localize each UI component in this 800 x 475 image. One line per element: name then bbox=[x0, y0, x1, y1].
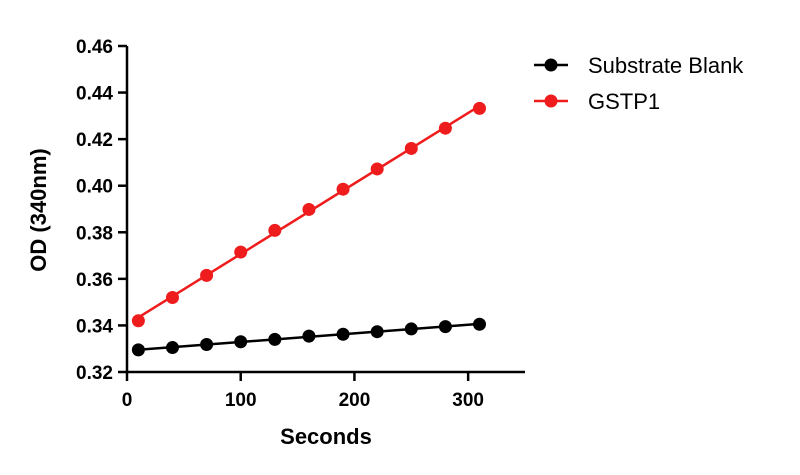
series-layer bbox=[131, 101, 487, 357]
data-point bbox=[370, 162, 384, 176]
y-axis-title: OD (340nm) bbox=[26, 148, 51, 271]
series-1 bbox=[131, 101, 487, 328]
data-point bbox=[404, 322, 418, 336]
legend-label: Substrate Blank bbox=[588, 53, 744, 78]
data-point bbox=[200, 338, 214, 352]
x-tick-label: 200 bbox=[339, 390, 371, 411]
data-point bbox=[165, 290, 179, 304]
data-point bbox=[473, 101, 487, 115]
legend-item-1: GSTP1 bbox=[534, 89, 660, 114]
legend-marker bbox=[544, 58, 558, 72]
data-point bbox=[131, 343, 145, 357]
y-tick-label: 0.36 bbox=[76, 270, 113, 291]
y-tick-label: 0.34 bbox=[76, 316, 113, 337]
data-point bbox=[404, 141, 418, 155]
data-point bbox=[302, 202, 316, 216]
y-tick-label: 0.42 bbox=[76, 130, 113, 151]
data-point bbox=[336, 327, 350, 341]
data-point bbox=[234, 335, 248, 349]
legend-item-0: Substrate Blank bbox=[534, 53, 744, 78]
data-point bbox=[165, 341, 179, 355]
data-point bbox=[473, 317, 487, 331]
legend: Substrate Blank GSTP1 bbox=[534, 53, 744, 114]
axes: 0.32 0.34 0.36 0.38 0.40 0.42 0.44 0.46 0 100 200 3… bbox=[76, 37, 525, 411]
y-tick-label: 0.44 bbox=[76, 84, 113, 105]
x-tick-label: 100 bbox=[225, 390, 257, 411]
x-tick-label: 300 bbox=[452, 390, 484, 411]
data-point bbox=[370, 325, 384, 339]
series-0 bbox=[131, 317, 487, 357]
data-point bbox=[268, 332, 282, 346]
data-point bbox=[438, 121, 452, 135]
data-point bbox=[131, 314, 145, 328]
legend-marker bbox=[544, 94, 558, 108]
legend-label: GSTP1 bbox=[588, 89, 660, 114]
y-tick-label: 0.32 bbox=[76, 363, 113, 384]
data-point bbox=[302, 329, 316, 343]
data-point bbox=[438, 320, 452, 334]
data-point bbox=[200, 268, 214, 282]
data-point bbox=[234, 245, 248, 259]
y-tick-label: 0.46 bbox=[76, 37, 113, 58]
x-axis-title: Seconds bbox=[280, 424, 372, 449]
y-tick-label: 0.40 bbox=[76, 177, 113, 198]
x-tick-label: 0 bbox=[122, 390, 133, 411]
data-point bbox=[336, 182, 350, 196]
data-point bbox=[268, 223, 282, 237]
y-tick-label: 0.38 bbox=[76, 223, 113, 244]
